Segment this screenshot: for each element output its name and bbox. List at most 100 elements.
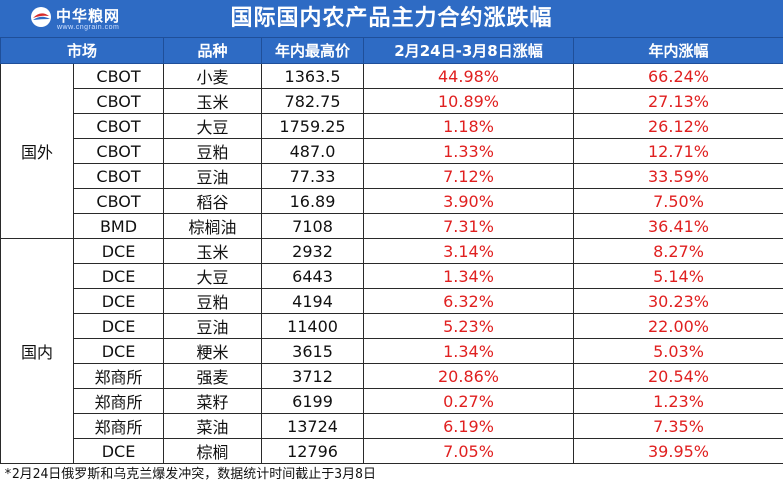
period-change-cell: 1.18% (363, 113, 575, 139)
ytd-change-cell: 20.54% (573, 363, 783, 389)
high-price-cell: 77.33 (261, 163, 365, 189)
product-cell: 小麦 (163, 63, 263, 89)
market-cell: DCE (72, 263, 165, 289)
ytd-change-cell: 22.00% (573, 313, 783, 339)
high-price-cell: 4194 (261, 288, 365, 314)
title-bar: 中华粮网 www.cngrain.com 国际国内农产品主力合约涨跌幅 (0, 0, 783, 37)
product-cell: 豆粕 (163, 288, 263, 314)
column-header-product: 品种 (163, 37, 263, 64)
period-change-cell: 20.86% (363, 363, 575, 389)
high-price-cell: 3615 (261, 338, 365, 364)
logo-text: 中华粮网 (56, 7, 121, 25)
market-cell: 郑商所 (72, 363, 165, 389)
table-row: 郑商所 菜籽 6199 0.27% 1.23% (1, 388, 783, 414)
product-cell: 强麦 (163, 363, 263, 389)
product-cell: 棕榈 (163, 438, 263, 464)
table-row: DCE 豆粕 4194 6.32% 30.23% (1, 288, 783, 314)
product-cell: 豆油 (163, 163, 263, 189)
ytd-change-cell: 1.23% (573, 388, 783, 414)
table-row: 郑商所 强麦 3712 20.86% 20.54% (1, 363, 783, 389)
market-cell: CBOT (72, 188, 165, 214)
market-cell: 郑商所 (72, 388, 165, 414)
table-row: DCE 棕榈 12796 7.05% 39.95% (1, 438, 783, 464)
high-price-cell: 1363.5 (261, 63, 365, 89)
product-cell: 豆油 (163, 313, 263, 339)
table-row: 国外 CBOT 小麦 1363.5 44.98% 66.24% (0, 63, 783, 239)
page-title: 国际国内农产品主力合约涨跌幅 (230, 6, 553, 31)
product-cell: 玉米 (163, 238, 263, 264)
logo: 中华粮网 www.cngrain.com (30, 4, 180, 34)
ytd-change-cell: 12.71% (573, 138, 783, 164)
high-price-cell: 7108 (261, 213, 365, 239)
ytd-change-cell: 33.59% (573, 163, 783, 189)
market-cell: CBOT (72, 138, 165, 164)
period-change-cell: 7.31% (363, 213, 575, 239)
price-change-table: 市场 品种 年内最高价 2月24日-3月8日涨幅 年内涨幅 国外 CBOT 小麦 13… (0, 37, 783, 464)
table-row: DCE 粳米 3615 1.34% 5.03% (1, 338, 783, 364)
high-price-cell: 6199 (261, 388, 365, 414)
table-row: CBOT 豆粕 487.0 1.33% 12.71% (1, 138, 783, 164)
table-row: CBOT 豆油 77.33 7.12% 33.59% (1, 163, 783, 189)
market-cell: BMD (72, 213, 165, 239)
region-cell: 国外 (0, 63, 74, 239)
product-cell: 大豆 (163, 263, 263, 289)
market-cell: CBOT (72, 88, 165, 114)
period-change-cell: 3.14% (363, 238, 575, 264)
period-change-cell: 1.34% (363, 338, 575, 364)
market-cell: DCE (72, 313, 165, 339)
region-cell: 国内 (0, 238, 74, 464)
high-price-cell: 13724 (261, 413, 365, 439)
footnote: *2月24日俄罗斯和乌克兰爆发冲突，数据统计时间截止于3月8日 (4, 467, 376, 482)
period-change-cell: 7.05% (363, 438, 575, 464)
period-change-cell: 6.32% (363, 288, 575, 314)
period-change-cell: 1.34% (363, 263, 575, 289)
market-cell: CBOT (72, 163, 165, 189)
high-price-cell: 782.75 (261, 88, 365, 114)
high-price-cell: 1759.25 (261, 113, 365, 139)
high-price-cell: 11400 (261, 313, 365, 339)
market-cell: DCE (72, 238, 165, 264)
period-change-cell: 1.33% (363, 138, 575, 164)
period-change-cell: 7.12% (363, 163, 575, 189)
high-price-cell: 16.89 (261, 188, 365, 214)
ytd-change-cell: 26.12% (573, 113, 783, 139)
high-price-cell: 487.0 (261, 138, 365, 164)
table-row: DCE 大豆 6443 1.34% 5.14% (1, 263, 783, 289)
product-cell: 豆粕 (163, 138, 263, 164)
high-price-cell: 3712 (261, 363, 365, 389)
ytd-change-cell: 30.23% (573, 288, 783, 314)
ytd-change-cell: 36.41% (573, 213, 783, 239)
table-row: CBOT 大豆 1759.25 1.18% 26.12% (1, 113, 783, 139)
product-cell: 菜油 (163, 413, 263, 439)
table-row: 国内 DCE 玉米 2932 3.14% 8.27% (0, 238, 783, 464)
period-change-cell: 44.98% (363, 63, 575, 89)
ytd-change-cell: 66.24% (573, 63, 783, 89)
ytd-change-cell: 27.13% (573, 88, 783, 114)
product-cell: 玉米 (163, 88, 263, 114)
market-cell: CBOT (72, 113, 165, 139)
market-cell: CBOT (72, 63, 165, 89)
ytd-change-cell: 39.95% (573, 438, 783, 464)
high-price-cell: 12796 (261, 438, 365, 464)
period-change-cell: 0.27% (363, 388, 575, 414)
logo-url: www.cngrain.com (57, 24, 120, 31)
product-cell: 大豆 (163, 113, 263, 139)
period-change-cell: 5.23% (363, 313, 575, 339)
ytd-change-cell: 5.14% (573, 263, 783, 289)
product-cell: 粳米 (163, 338, 263, 364)
high-price-cell: 2932 (261, 238, 365, 264)
market-cell: DCE (72, 288, 165, 314)
market-cell: DCE (72, 338, 165, 364)
product-cell: 稻谷 (163, 188, 263, 214)
high-price-cell: 6443 (261, 263, 365, 289)
column-header-ytd-change: 年内涨幅 (573, 37, 783, 64)
table-row: BMD 棕榈油 7108 7.31% 36.41% (1, 213, 783, 239)
ytd-change-cell: 7.50% (573, 188, 783, 214)
table-row: CBOT 玉米 782.75 10.89% 27.13% (1, 88, 783, 114)
period-change-cell: 6.19% (363, 413, 575, 439)
table-row: CBOT 稻谷 16.89 3.90% 7.50% (1, 188, 783, 214)
globe-logo-icon (31, 7, 51, 27)
period-change-cell: 3.90% (363, 188, 575, 214)
ytd-change-cell: 7.35% (573, 413, 783, 439)
